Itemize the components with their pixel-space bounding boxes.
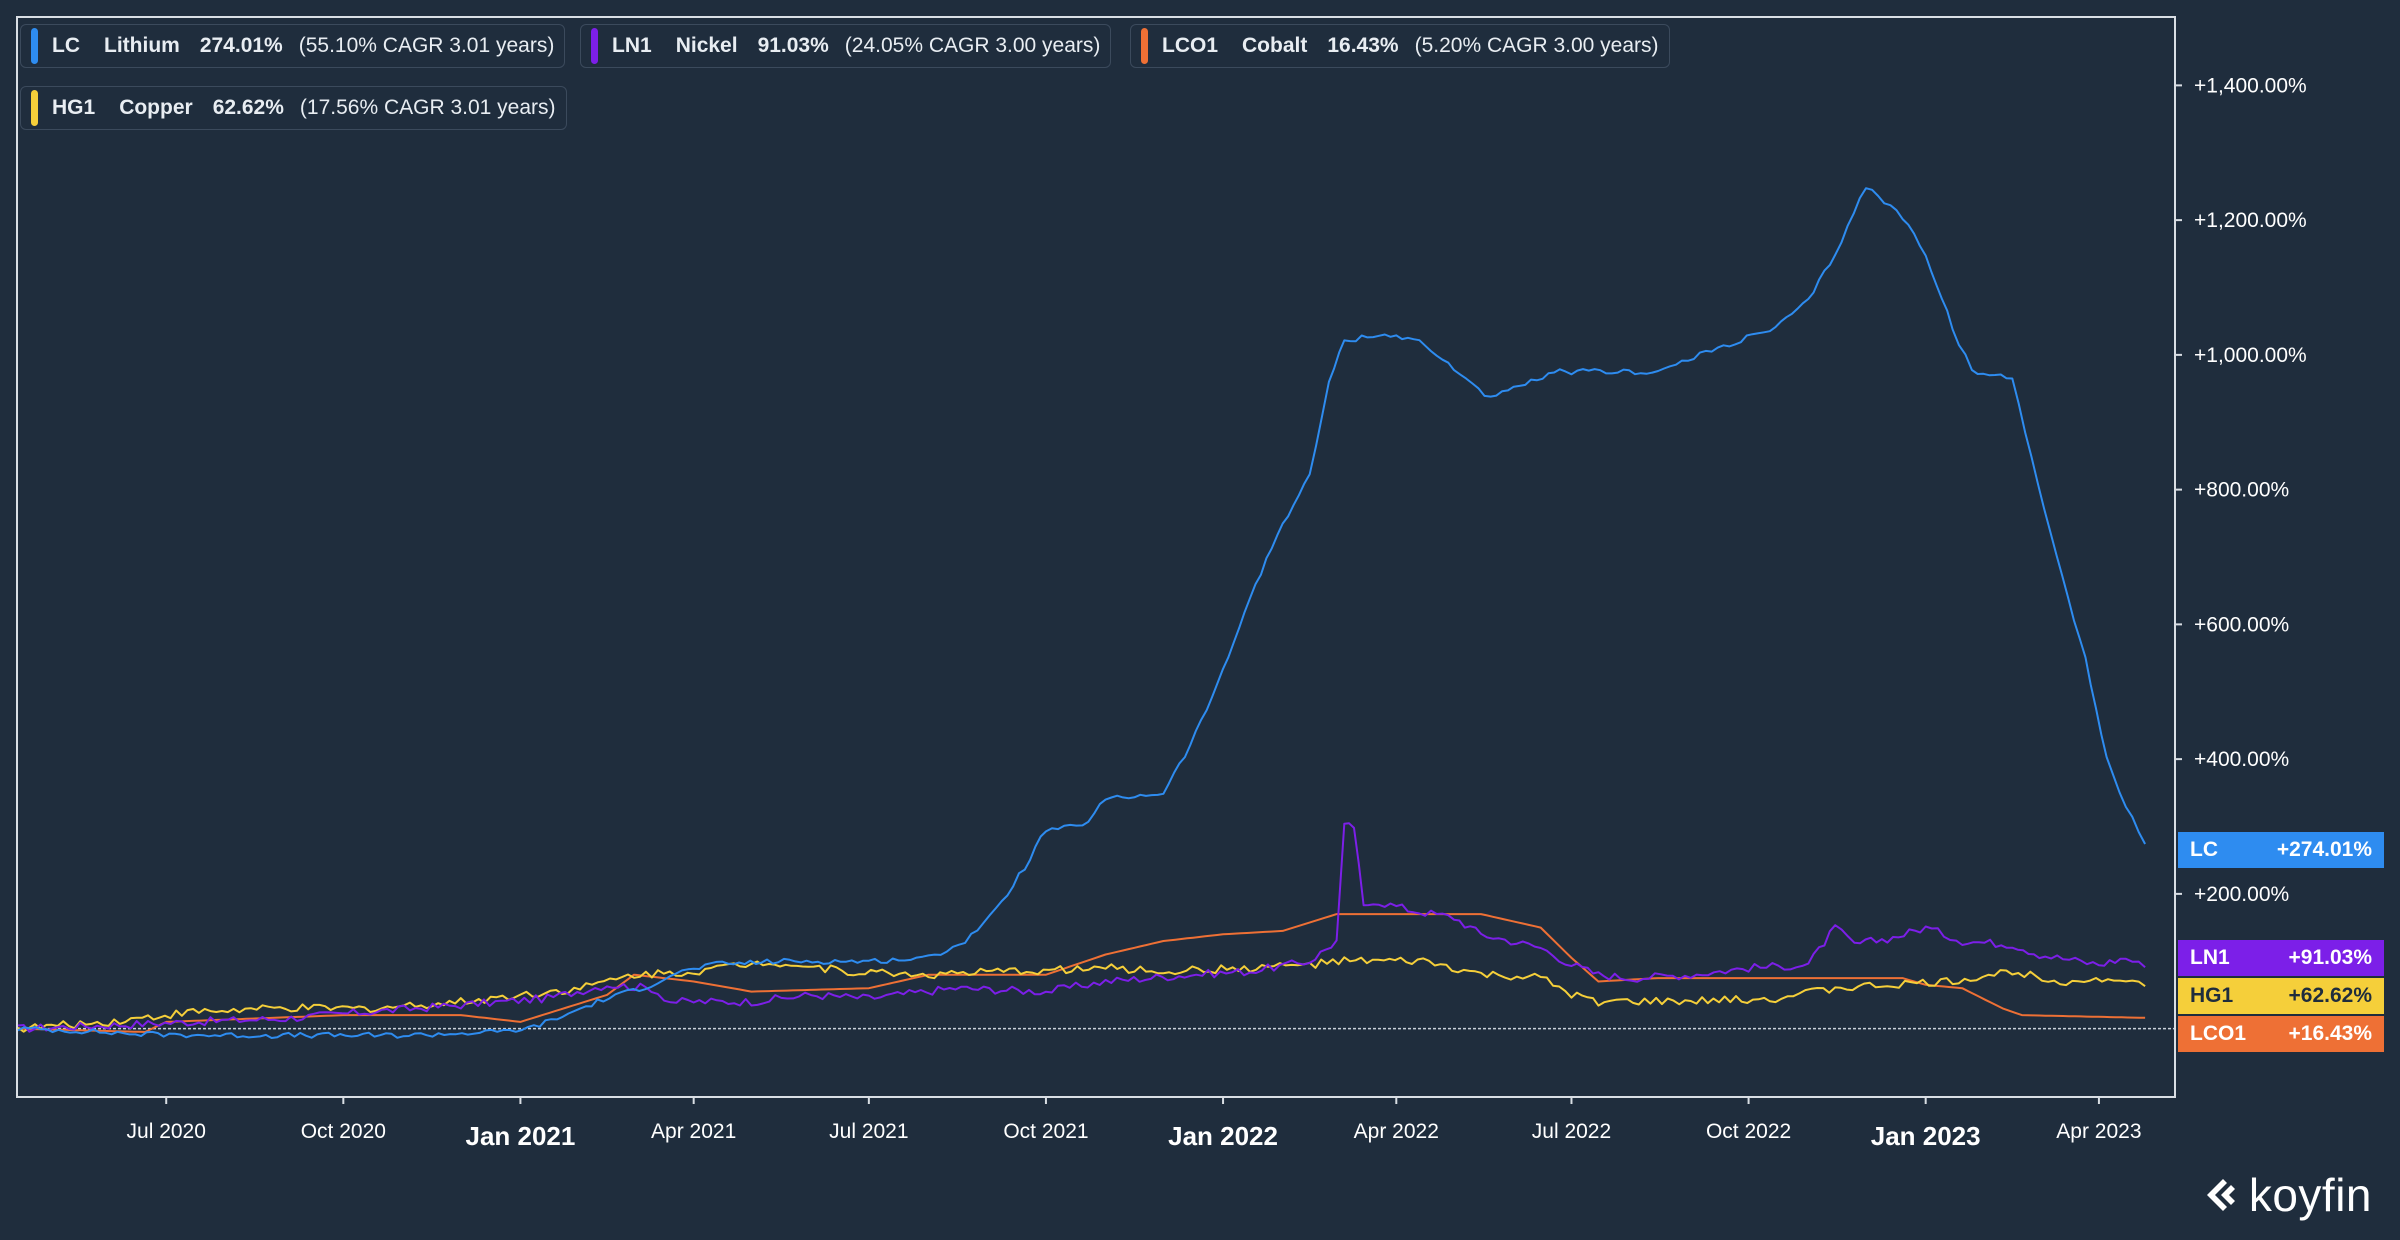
brand-name: koyfin <box>2248 1169 2372 1221</box>
x-axis-tick-label: Jan 2021 <box>465 1121 575 1151</box>
value-tag-ticker: LCO1 <box>2190 1022 2247 1045</box>
legend-name: Copper <box>119 96 193 119</box>
x-axis-tick-label: Apr 2021 <box>651 1120 736 1143</box>
legend-cagr: (24.05% CAGR 3.00 years) <box>844 34 1101 57</box>
x-axis-tick-label: Jul 2021 <box>829 1120 908 1143</box>
legend-item-lco1[interactable]: LCO1 Cobalt 16.43% (5.20% CAGR 3.00 year… <box>1130 24 1670 68</box>
x-axis-tick-label: Apr 2023 <box>2056 1120 2141 1143</box>
x-axis-tick-label: Apr 2022 <box>1354 1120 1439 1143</box>
value-tag-lc: LC +274.01% <box>2178 832 2384 868</box>
legend-cagr: (17.56% CAGR 3.01 years) <box>299 96 556 119</box>
legend-item-ln1[interactable]: LN1 Nickel 91.03% (24.05% CAGR 3.00 year… <box>580 24 1112 68</box>
legend-name: Nickel <box>675 34 738 57</box>
legend-ticker: LC <box>52 34 80 57</box>
legend-return: 91.03% <box>757 34 829 57</box>
y-axis-tick-label: +1,000.00% <box>2194 344 2307 367</box>
y-axis-tick-label: +800.00% <box>2194 479 2289 502</box>
series-line-lco1 <box>17 913 2146 1033</box>
chart-plot-frame <box>16 16 2176 1098</box>
x-axis-tick-label: Jan 2022 <box>1168 1121 1278 1151</box>
value-tag-value: +274.01% <box>2276 838 2372 861</box>
legend-item-hg1[interactable]: HG1 Copper 62.62% (17.56% CAGR 3.01 year… <box>20 86 567 130</box>
legend-swatch <box>31 28 38 64</box>
legend-swatch <box>31 90 38 126</box>
x-axis-tick-label: Oct 2020 <box>301 1120 386 1143</box>
legend-ticker: LCO1 <box>1162 34 1219 57</box>
value-tag-ticker: LN1 <box>2190 946 2230 969</box>
legend-ticker: HG1 <box>52 96 96 119</box>
legend-swatch <box>591 28 598 64</box>
value-tag-ticker: HG1 <box>2190 984 2234 1007</box>
legend-name: Lithium <box>104 34 180 57</box>
legend-cagr: (55.10% CAGR 3.01 years) <box>298 34 555 57</box>
y-axis-tick-label: +1,200.00% <box>2194 209 2307 232</box>
value-tag-value: +16.43% <box>2288 1022 2373 1045</box>
series-line-hg1 <box>17 956 2146 1033</box>
y-axis-tick-label: +400.00% <box>2194 748 2289 771</box>
value-tag-lco1: LCO1 +16.43% <box>2178 1016 2384 1052</box>
y-axis-tick-label: +200.00% <box>2194 883 2289 906</box>
x-axis-tick-label: Jan 2023 <box>1871 1121 1981 1151</box>
value-tag-ln1: LN1 +91.03% <box>2178 940 2384 976</box>
legend-item-lc[interactable]: LC Lithium 274.01% (55.10% CAGR 3.01 yea… <box>20 24 566 68</box>
legend-return: 62.62% <box>212 96 284 119</box>
koyfin-logo: koyfin <box>2201 1168 2372 1222</box>
legend-ticker: LN1 <box>612 34 652 57</box>
y-axis-tick-label: +1,400.00% <box>2194 74 2307 97</box>
legend-return: 16.43% <box>1327 34 1399 57</box>
legend-return: 274.01% <box>199 34 283 57</box>
x-axis-tick-label: Oct 2021 <box>1003 1120 1088 1143</box>
legend-swatch <box>1141 28 1148 64</box>
legend-cagr: (5.20% CAGR 3.00 years) <box>1414 34 1659 57</box>
series-line-lc <box>17 187 2146 1039</box>
koyfin-logo-icon <box>2206 1179 2235 1211</box>
y-axis-tick-label: +600.00% <box>2194 613 2289 636</box>
value-tag-hg1: HG1 +62.62% <box>2178 978 2384 1014</box>
series-line-ln1 <box>17 822 2146 1033</box>
legend-name: Cobalt <box>1242 34 1308 57</box>
value-tag-ticker: LC <box>2190 838 2218 861</box>
value-tag-value: +62.62% <box>2288 984 2373 1007</box>
x-axis-tick-label: Oct 2022 <box>1706 1120 1791 1143</box>
value-tag-value: +91.03% <box>2288 946 2373 969</box>
x-axis-tick-label: Jul 2020 <box>127 1120 206 1143</box>
x-axis-tick-label: Jul 2022 <box>1532 1120 1611 1143</box>
